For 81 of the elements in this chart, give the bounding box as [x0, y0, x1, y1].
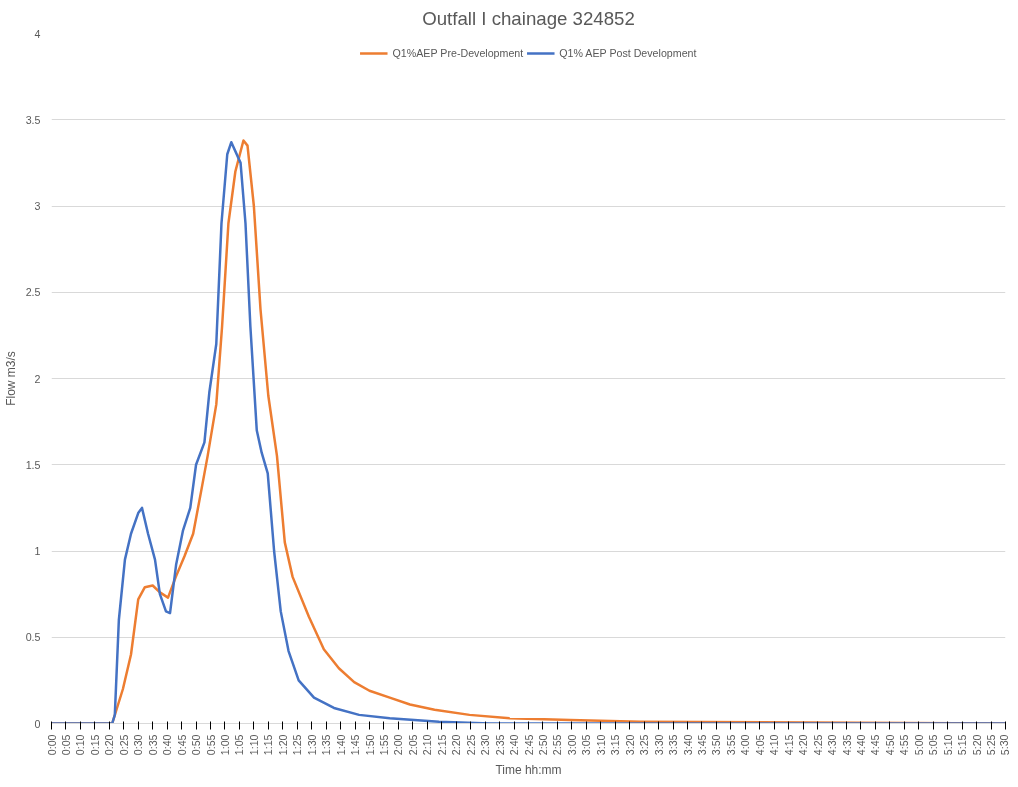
x-tick-label: 4:40 [854, 734, 867, 756]
x-axis-title: Time hh:mm [495, 763, 562, 778]
chart-title: Outfall I chainage 324852 [422, 7, 635, 29]
x-tick-label: 5:00 [912, 734, 925, 756]
x-tick-label: 3:05 [580, 734, 593, 756]
x-tick-label: 0:20 [103, 734, 116, 756]
x-tick-label: 0:40 [161, 734, 174, 756]
x-tick-label: 0:45 [175, 734, 188, 756]
x-tick-label: 3:00 [565, 734, 578, 756]
x-tick-label: 4:50 [883, 734, 896, 756]
x-tick-label: 0:55 [204, 734, 217, 756]
x-tick-label: 2:55 [551, 734, 564, 756]
x-tick-label: 2:15 [435, 734, 448, 756]
x-tick-label: 3:20 [623, 734, 636, 756]
x-tick-label: 0:25 [117, 734, 130, 756]
y-tick-label: 3 [34, 200, 41, 212]
x-tick-label: 1:15 [262, 734, 275, 756]
x-tick-label: 3:15 [609, 734, 622, 756]
x-tick-label: 0:15 [88, 734, 101, 756]
x-tick-label: 3:10 [594, 734, 607, 756]
x-tick-label: 5:20 [970, 734, 983, 756]
x-tick-label: 3:50 [710, 734, 723, 756]
x-tick-label: 2:40 [508, 734, 521, 756]
x-tick-label: 1:20 [276, 734, 289, 756]
x-tick-label: 5:25 [985, 734, 998, 756]
y-tick-label: 0.5 [25, 631, 41, 644]
x-tick-label: 4:55 [898, 734, 911, 756]
x-tick-label: 5:30 [998, 734, 1011, 756]
x-tick-label: 1:35 [320, 734, 333, 756]
x-tick-label: 4:35 [840, 734, 853, 756]
x-tick-label: 1:40 [334, 734, 347, 756]
x-tick-label: 5:05 [927, 734, 940, 756]
x-tick-label: 1:00 [218, 734, 231, 756]
x-tick-label: 5:15 [956, 734, 969, 756]
x-tick-label: 0:30 [132, 734, 145, 756]
x-tick-label: 4:05 [753, 734, 766, 756]
x-tick-label: 4:10 [768, 734, 781, 756]
x-tick-label: 4:25 [811, 734, 824, 756]
x-tick-label: 2:00 [392, 734, 405, 756]
x-tick-label: 2:10 [421, 734, 434, 756]
x-tick-label: 3:55 [724, 734, 737, 756]
x-tick-label: 2:05 [406, 734, 419, 756]
x-tick-label: 2:45 [522, 734, 535, 756]
y-tick-label: 3.5 [25, 113, 41, 126]
x-tick-label: 2:20 [450, 734, 463, 756]
x-tick-label: 2:50 [536, 734, 549, 756]
x-tick-label: 4:30 [826, 734, 839, 756]
x-tick-label: 2:25 [464, 734, 477, 756]
x-tick-label: 1:50 [363, 734, 376, 756]
x-tick-label: 3:35 [667, 734, 680, 756]
x-tick-label: 0:50 [190, 734, 203, 756]
y-tick-label: 1 [34, 545, 41, 557]
x-tick-label: 4:15 [782, 734, 795, 756]
x-tick-label: 2:35 [493, 734, 506, 756]
x-tick-label: 3:45 [695, 734, 708, 756]
y-tick-label: 1.5 [25, 458, 41, 471]
x-tick-label: 4:20 [797, 734, 810, 756]
x-tick-label: 4:45 [869, 734, 882, 756]
y-tick-label: 0 [34, 717, 41, 730]
x-tick-label: 3:25 [638, 734, 651, 756]
x-tick-label: 2:30 [479, 734, 492, 756]
legend-label: Q1%AEP Pre-Development [392, 47, 524, 59]
x-tick-label: 3:40 [681, 734, 694, 756]
y-axis-title: Flow m3/s [3, 351, 18, 406]
x-tick-label: 0:35 [146, 734, 159, 756]
x-tick-label: 1:45 [349, 734, 362, 756]
x-tick-label: 1:30 [305, 734, 318, 756]
x-tick-label: 1:05 [233, 734, 246, 756]
legend-label: Q1% AEP Post Development [559, 47, 697, 59]
x-tick-label: 4:00 [739, 734, 752, 756]
x-tick-label: 1:55 [377, 734, 390, 756]
y-tick-label: 4 [34, 27, 41, 40]
x-tick-label: 3:30 [652, 734, 665, 756]
x-tick-label: 0:10 [74, 734, 87, 756]
x-tick-label: 1:25 [291, 734, 304, 756]
y-tick-label: 2.5 [25, 286, 41, 299]
x-tick-label: 0:05 [59, 734, 72, 756]
x-tick-label: 0:00 [45, 734, 58, 756]
x-tick-label: 5:10 [941, 734, 954, 756]
y-tick-label: 2 [34, 372, 41, 385]
x-tick-label: 1:10 [247, 734, 260, 756]
